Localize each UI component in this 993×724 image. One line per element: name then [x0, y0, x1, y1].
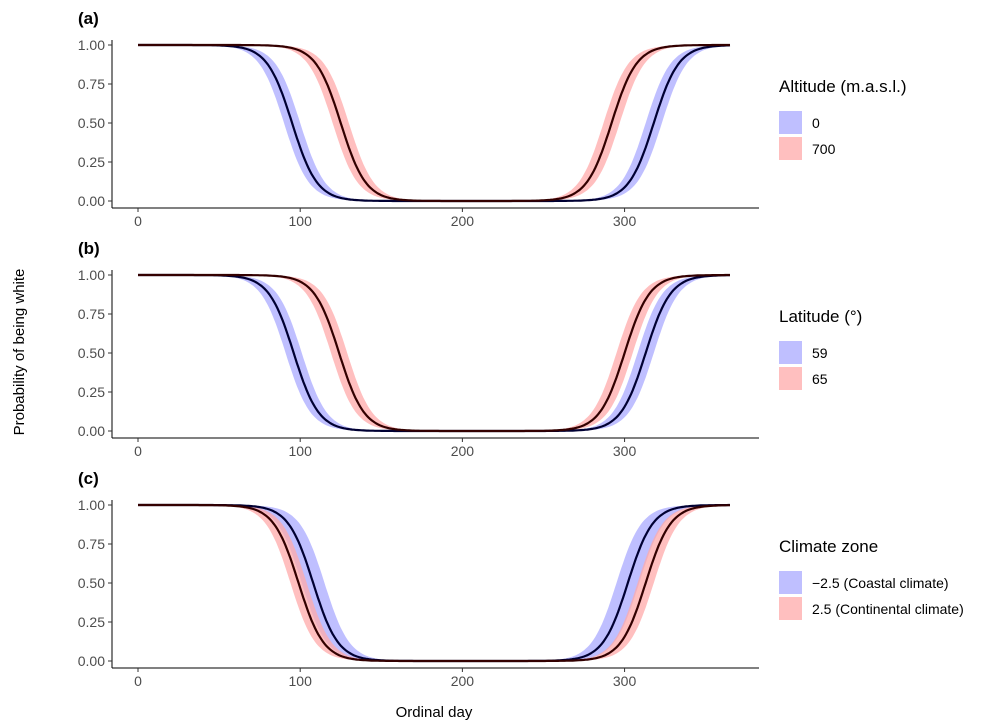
x-tick-label: 100 [289, 443, 313, 459]
y-tick-label: 0.75 [78, 76, 105, 92]
legend-title: Climate zone [779, 537, 878, 556]
legend-label-2: 2.5 (Continental climate) [812, 601, 964, 617]
y-tick-label: 0.00 [78, 423, 105, 439]
panel-2: (b) 0.00 0.25 0.50 0.75 1.00 0 100 200 300 Latitud… [78, 239, 863, 459]
y-tick-label: 1.00 [78, 497, 105, 513]
legend-label-1: 0 [812, 115, 820, 131]
y-tick-label: 0.50 [78, 345, 105, 361]
x-tick-label: 0 [134, 213, 142, 229]
x-tick-label: 300 [613, 213, 637, 229]
line-series-2 [138, 43, 730, 203]
y-tick-label: 0.00 [78, 653, 105, 669]
legend-title: Latitude (°) [779, 307, 862, 326]
legend-label-2: 700 [812, 141, 836, 157]
x-tick-label: 200 [451, 673, 475, 689]
x-tick-label: 300 [613, 443, 637, 459]
y-tick-label: 0.25 [78, 154, 105, 170]
legend-key-2 [779, 367, 802, 390]
legend-label-2: 65 [812, 371, 828, 387]
panel-1: (a) 0.00 0.25 0.50 0.75 1.00 0 100 200 300 Altitud… [78, 9, 907, 229]
ribbon-series-2 [138, 45, 730, 201]
panels: (a) 0.00 0.25 0.50 0.75 1.00 0 100 200 300 Altitud… [78, 9, 964, 689]
panel-label: (a) [78, 9, 99, 28]
y-tick-label: 1.00 [78, 267, 105, 283]
x-tick-label: 200 [451, 213, 475, 229]
panel-label: (b) [78, 239, 100, 258]
x-axis-title: Ordinal day [396, 704, 473, 721]
legend-label-1: 59 [812, 345, 828, 361]
y-tick-label: 0.75 [78, 536, 105, 552]
ribbon-series-1 [138, 275, 730, 431]
ribbon-series-1 [138, 45, 730, 201]
panel-label: (c) [78, 469, 99, 488]
y-axis-title: Probability of being white [11, 269, 28, 436]
legend-key-1 [779, 571, 802, 594]
x-tick-label: 300 [613, 673, 637, 689]
y-tick-label: 0.50 [78, 115, 105, 131]
panel-3: (c) 0.00 0.25 0.50 0.75 1.00 0 100 200 300 Climate… [78, 469, 964, 689]
y-tick-label: 0.00 [78, 193, 105, 209]
x-tick-label: 0 [134, 443, 142, 459]
legend-key-2 [779, 597, 802, 620]
legend-label-1: −2.5 (Coastal climate) [812, 575, 949, 591]
legend-key-1 [779, 341, 802, 364]
line-series-2 [138, 503, 730, 663]
x-tick-label: 100 [289, 673, 313, 689]
y-tick-label: 0.50 [78, 575, 105, 591]
line-series-2 [138, 273, 730, 433]
legend-key-2 [779, 137, 802, 160]
y-tick-label: 0.75 [78, 306, 105, 322]
x-tick-label: 100 [289, 213, 313, 229]
y-tick-label: 0.25 [78, 384, 105, 400]
y-tick-label: 0.25 [78, 614, 105, 630]
x-tick-label: 200 [451, 443, 475, 459]
y-tick-label: 1.00 [78, 37, 105, 53]
legend-key-1 [779, 111, 802, 134]
x-tick-label: 0 [134, 673, 142, 689]
legend-title: Altitude (m.a.s.l.) [779, 77, 907, 96]
